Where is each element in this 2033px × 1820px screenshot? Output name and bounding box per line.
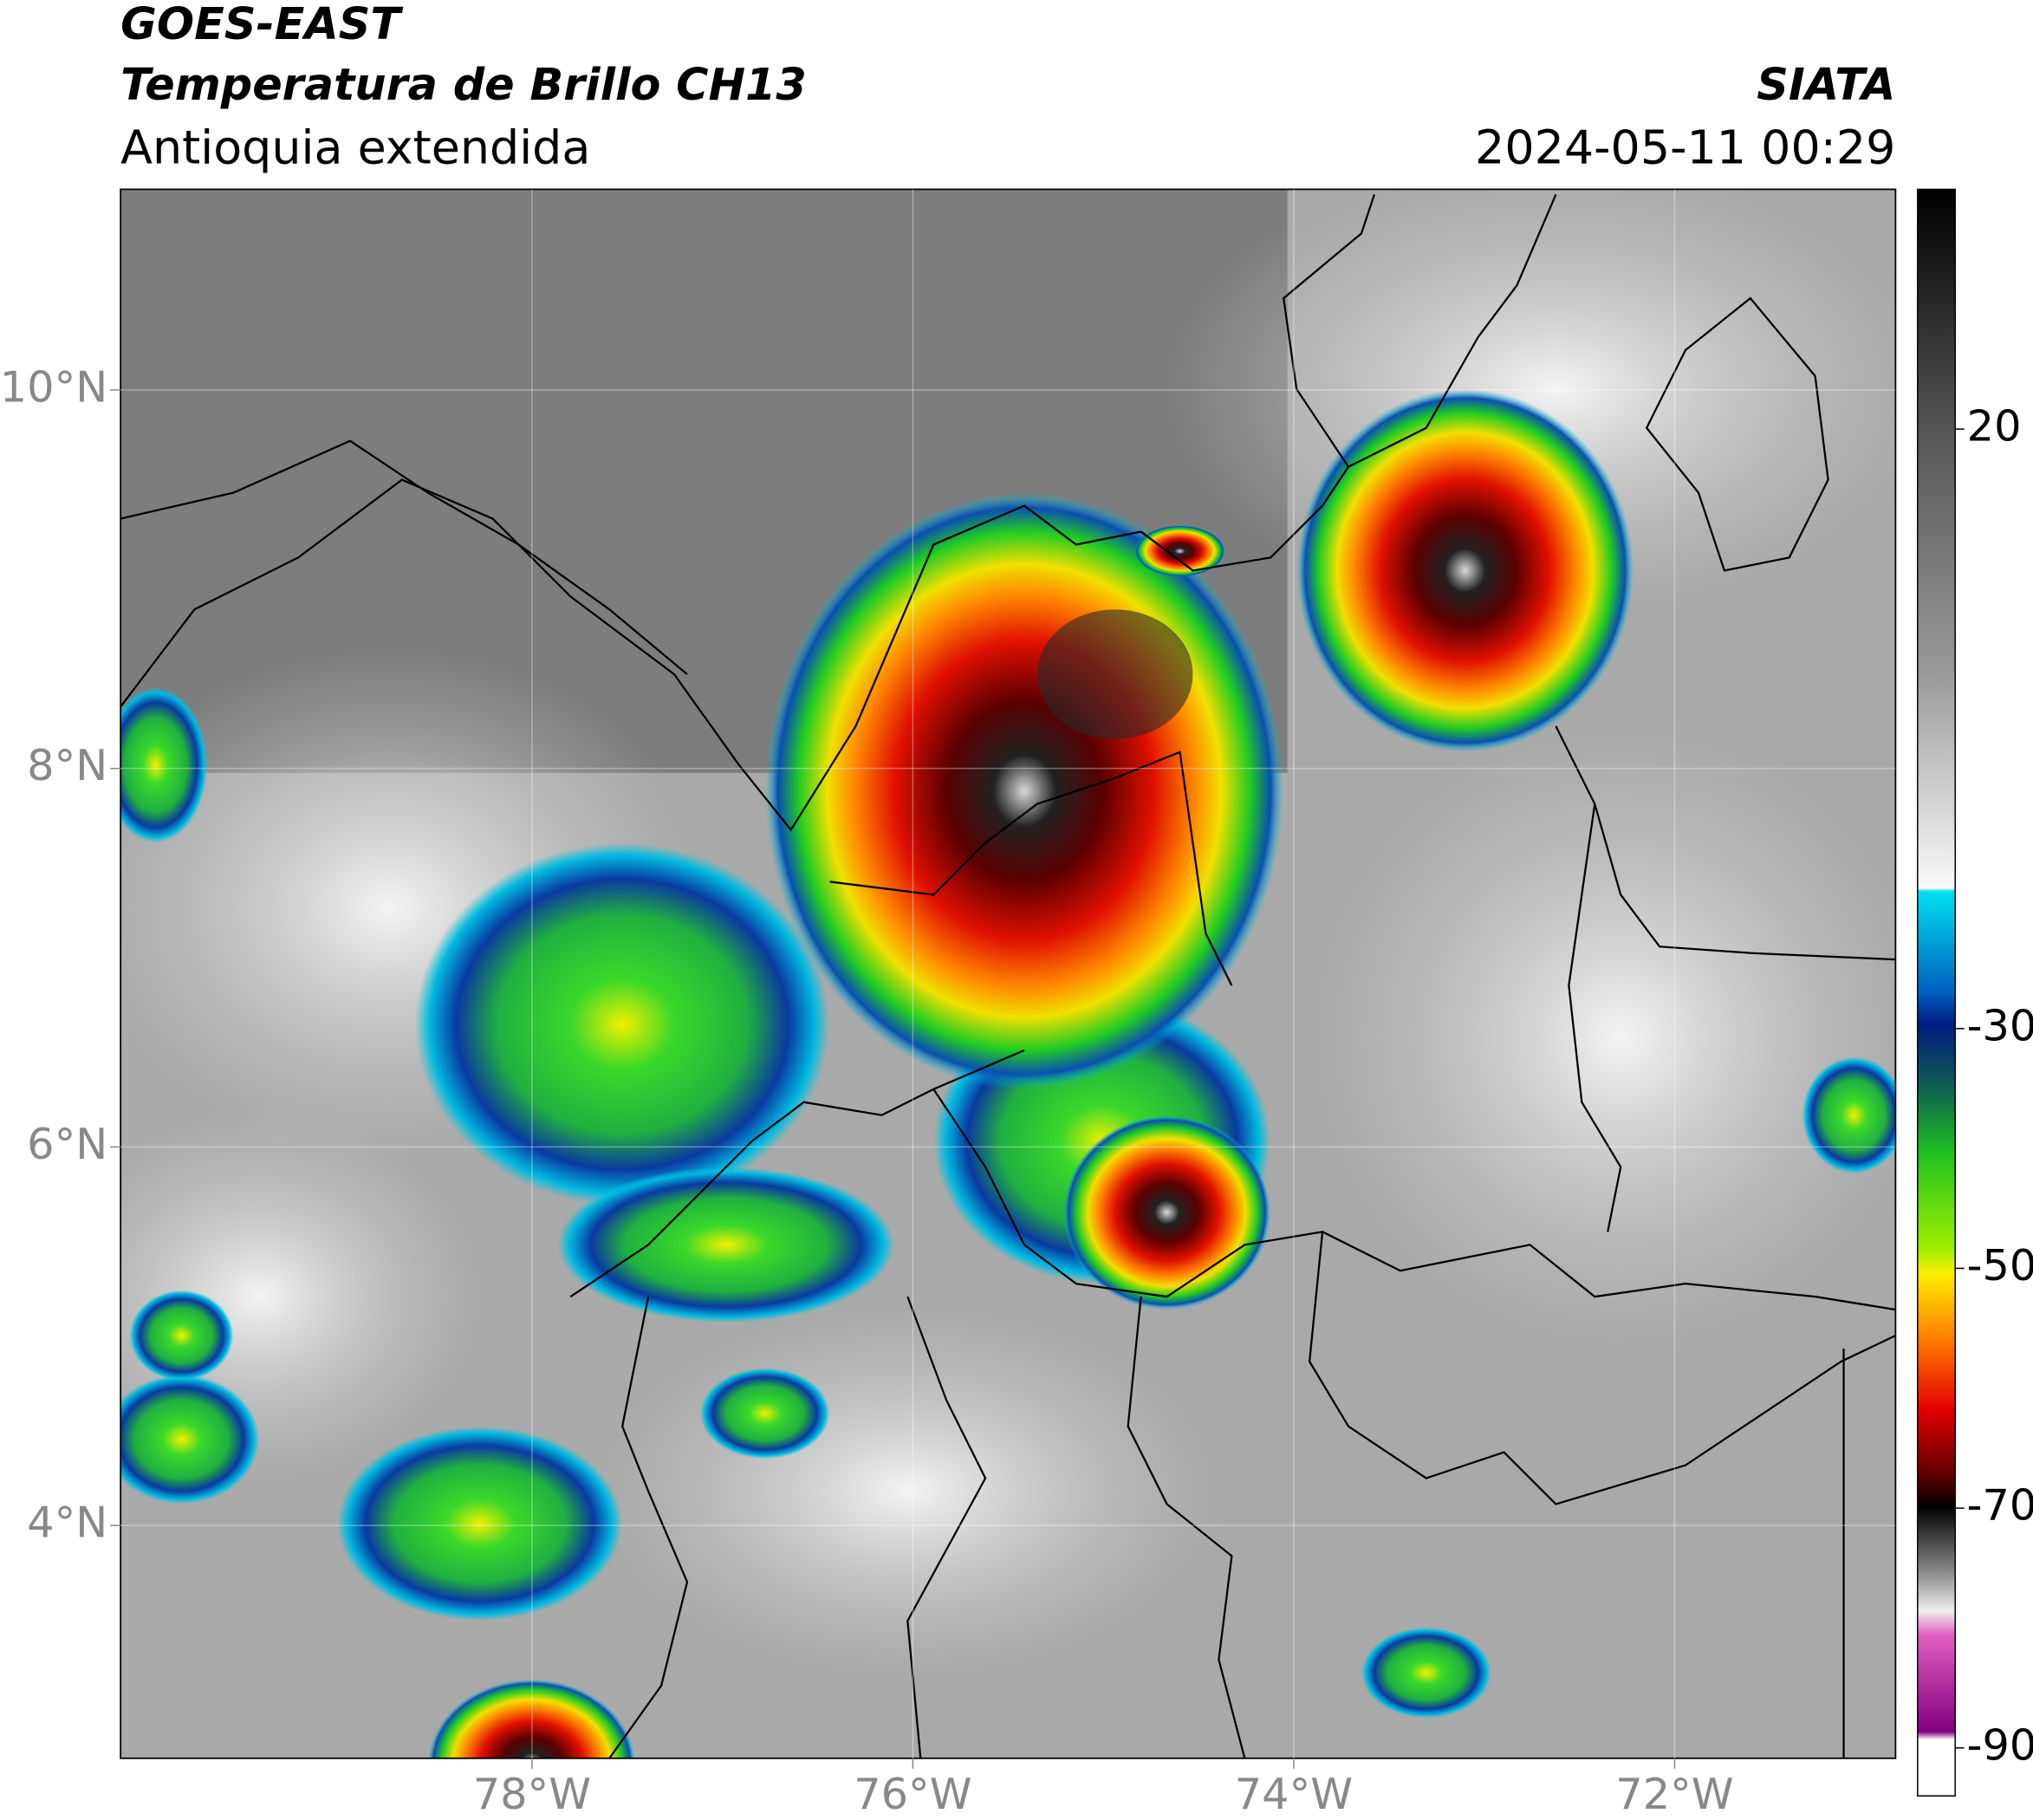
lat-tick-label: 4°N — [27, 1498, 107, 1548]
lon-tick-label: 78°W — [473, 1769, 591, 1819]
satellite-title: GOES-EAST — [120, 0, 404, 49]
lat-tick-label: 8°N — [27, 740, 107, 790]
map-frame — [120, 188, 1897, 1759]
colorbar-tick-label: -30 — [1967, 1000, 2033, 1050]
lon-tick-label: 74°W — [1235, 1769, 1353, 1819]
map-image — [120, 189, 1896, 1758]
datetime-label: 2024-05-11 00:29 — [1475, 120, 1895, 175]
lat-tick-label: 10°N — [0, 361, 107, 412]
lon-tick-label: 76°W — [854, 1769, 971, 1819]
colorbar-tick-label: -70 — [1967, 1480, 2033, 1531]
product-title: Temperatura de Brillo CH13 — [120, 59, 807, 110]
colorbar-tick-label: -50 — [1967, 1240, 2033, 1290]
colorbar — [1917, 188, 1956, 1797]
lat-tick-label: 6°N — [27, 1119, 107, 1169]
colorbar-tick-label: -90 — [1967, 1719, 2033, 1770]
region-subtitle: Antioquia extendida — [120, 120, 590, 175]
axes: 10°N 8°N 6°N 4°N 78°W 76°W 74°W 72°W 20 -30 -50 -70… — [0, 189, 2033, 1819]
colorbar-tick-label: 20 — [1967, 401, 2022, 452]
source-label: SIATA — [1757, 59, 1895, 110]
lon-tick-label: 72°W — [1615, 1769, 1733, 1819]
